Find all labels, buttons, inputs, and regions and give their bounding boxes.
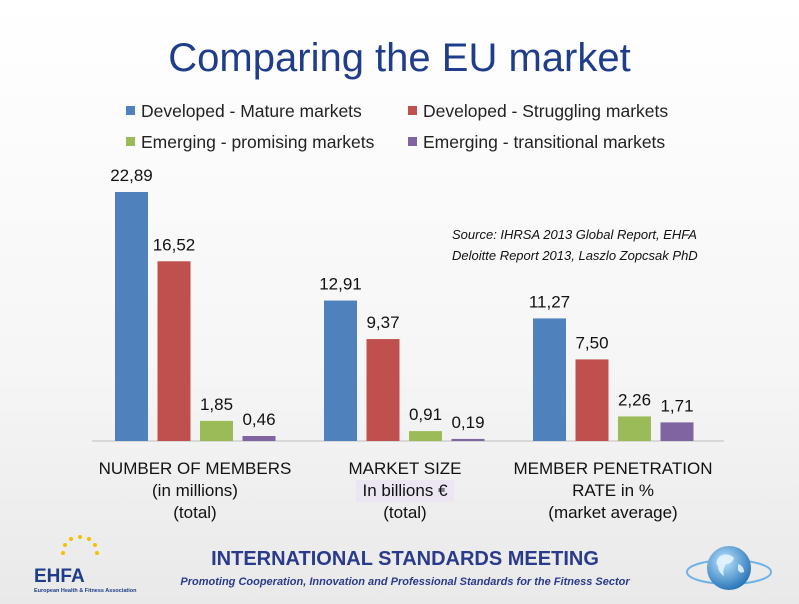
category-label-line: MARKET SIZE: [348, 459, 462, 478]
data-label: 7,50: [575, 333, 608, 352]
data-label: 2,26: [618, 390, 651, 409]
bar-1-1: [115, 192, 148, 441]
data-label: 1,71: [660, 396, 693, 415]
legend-swatch: [408, 137, 417, 146]
data-label: 0,19: [451, 413, 484, 432]
source-note: Source: IHRSA 2013 Global Report, EHFA D…: [452, 224, 782, 266]
category-label-line: (market average): [548, 503, 678, 522]
footer-subtitle: Promoting Cooperation, Innovation and Pr…: [180, 576, 630, 588]
legend-item-emerging-promising: Emerging - promising markets: [126, 132, 374, 153]
data-label: 12,91: [319, 275, 362, 294]
bar-3-3: [618, 416, 651, 441]
category-label-members: NUMBER OF MEMBERS (in millions) (total): [85, 458, 305, 524]
data-label: 1,85: [200, 395, 233, 414]
source-line: Deloitte Report 2013, Laszlo Zopcsak PhD: [452, 248, 698, 263]
source-line: Source: IHRSA 2013 Global Report, EHFA: [452, 227, 697, 242]
category-label-line: MEMBER PENETRATION: [513, 459, 713, 478]
bar-3-2: [575, 359, 609, 441]
ehfa-logo: EHFA: [34, 566, 85, 587]
legend-swatch: [126, 106, 135, 115]
bar-1-4: [242, 435, 276, 441]
bar-2-3: [409, 431, 442, 441]
legend-label: Emerging - promising markets: [141, 132, 375, 152]
data-label: 22,89: [110, 166, 153, 185]
category-label-line: (total): [173, 503, 217, 522]
data-label: 16,52: [153, 235, 196, 254]
category-label-line: RATE in %: [572, 481, 654, 500]
legend-item-emerging-transitional: Emerging - transitional markets: [408, 132, 665, 153]
category-label-penetration: MEMBER PENETRATION RATE in % (market ave…: [498, 458, 728, 524]
globe-icon: [686, 546, 772, 590]
legend-item-developed-struggling: Developed - Struggling markets: [408, 101, 668, 122]
legend-label: Emerging - transitional markets: [423, 132, 666, 152]
legend-swatch: [408, 106, 417, 115]
category-label-line: NUMBER OF MEMBERS: [98, 459, 292, 478]
category-label-line: In billions €: [356, 480, 454, 502]
legend-label: Developed - Struggling markets: [423, 101, 669, 121]
bar-3-1: [533, 318, 566, 441]
bar-2-2: [366, 339, 400, 441]
legend-swatch: [126, 137, 135, 146]
data-label: 0,91: [409, 405, 442, 424]
bar-3-4: [660, 422, 694, 441]
category-label-line: (in millions): [152, 481, 238, 500]
data-label: 9,37: [366, 313, 399, 332]
bar-2-4: [451, 438, 485, 441]
category-label-line: (total): [383, 503, 427, 522]
bar-1-3: [200, 420, 233, 441]
page-title: Comparing the EU market: [168, 36, 631, 80]
bar-2-1: [324, 300, 357, 441]
legend-label: Developed - Mature markets: [141, 101, 362, 121]
data-label: 11,27: [529, 292, 570, 311]
bar-1-2: [157, 261, 191, 441]
category-label-market-size: MARKET SIZE In billions € (total): [305, 458, 505, 524]
eu-stars-icon: [61, 535, 99, 555]
data-label: 0,46: [242, 410, 275, 429]
legend-item-developed-mature: Developed - Mature markets: [126, 101, 362, 122]
footer-title: INTERNATIONAL STANDARDS MEETING: [211, 548, 599, 570]
ehfa-logo-subtitle: European Health & Fitness Association: [34, 588, 137, 594]
